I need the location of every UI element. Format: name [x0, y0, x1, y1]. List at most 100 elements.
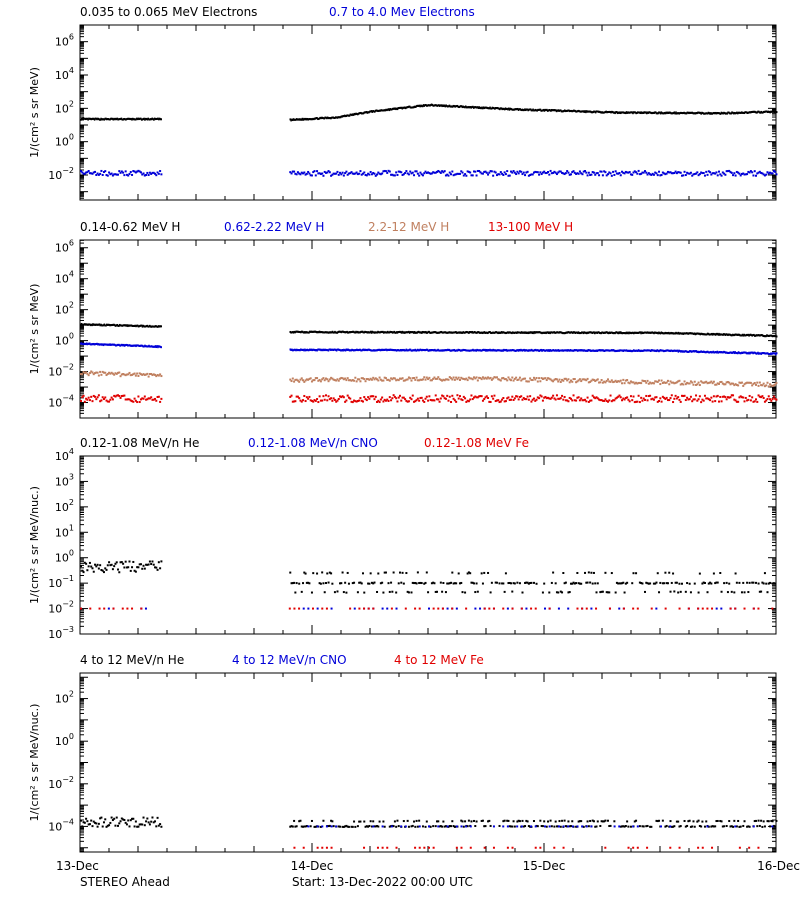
data-point	[665, 608, 667, 610]
data-point	[469, 398, 471, 400]
data-point	[685, 399, 687, 401]
data-point	[413, 821, 415, 823]
data-point	[104, 396, 106, 398]
data-point	[608, 399, 610, 401]
data-point	[331, 583, 333, 585]
data-point	[125, 561, 127, 563]
data-point	[518, 398, 520, 400]
data-point	[580, 583, 582, 585]
data-point	[613, 174, 615, 176]
data-point	[655, 582, 657, 584]
data-point	[573, 394, 575, 396]
data-point	[742, 385, 744, 387]
data-point	[559, 379, 561, 381]
data-point	[143, 565, 145, 567]
data-point	[732, 174, 734, 176]
data-point	[684, 395, 686, 397]
data-point	[298, 381, 300, 383]
data-point	[158, 173, 160, 175]
data-point	[329, 825, 331, 827]
data-point	[450, 582, 452, 584]
data-point	[315, 400, 317, 402]
data-point	[507, 608, 509, 610]
data-point	[338, 380, 340, 382]
data-point	[694, 398, 696, 400]
data-point	[696, 171, 698, 173]
data-point	[629, 171, 631, 173]
data-point	[449, 396, 451, 398]
data-point	[731, 172, 733, 174]
data-point	[396, 174, 398, 176]
data-point	[111, 173, 113, 175]
data-point	[312, 608, 314, 610]
data-point	[395, 397, 397, 399]
data-point	[86, 399, 88, 401]
data-point	[458, 377, 460, 379]
data-point	[370, 820, 372, 822]
data-point	[405, 572, 407, 574]
data-point	[667, 582, 669, 584]
data-point	[715, 171, 717, 173]
data-point	[84, 822, 86, 824]
data-point	[331, 820, 333, 822]
data-point	[763, 582, 765, 584]
data-point	[413, 377, 415, 379]
data-point	[86, 820, 88, 822]
data-point	[511, 591, 513, 593]
legend-entry: 0.7 to 4.0 Mev Electrons	[329, 5, 475, 19]
data-point	[372, 395, 374, 397]
data-point	[491, 170, 493, 172]
data-point	[620, 174, 622, 176]
data-point	[710, 583, 712, 585]
data-point	[657, 174, 659, 176]
data-point	[98, 823, 100, 825]
data-point	[516, 582, 518, 584]
data-point	[702, 608, 704, 610]
data-point	[433, 582, 435, 584]
data-point	[747, 591, 749, 593]
data-point	[487, 397, 489, 399]
data-point	[567, 172, 569, 174]
data-point	[354, 608, 356, 610]
data-point	[123, 566, 125, 568]
data-point	[450, 825, 452, 827]
data-point	[421, 397, 423, 399]
data-point	[721, 175, 723, 177]
data-point	[311, 592, 313, 594]
data-point	[641, 583, 643, 585]
data-point	[99, 564, 101, 566]
data-point	[717, 582, 719, 584]
data-point	[376, 591, 378, 593]
data-point	[709, 399, 711, 401]
data-point	[135, 821, 137, 823]
data-point	[565, 172, 567, 174]
data-point	[154, 820, 156, 822]
data-point	[455, 582, 457, 584]
data-point	[571, 381, 573, 383]
data-point	[419, 608, 421, 610]
data-point	[293, 608, 295, 610]
data-point	[390, 582, 392, 584]
data-point	[402, 572, 404, 574]
data-point	[465, 175, 467, 177]
data-point	[678, 399, 680, 401]
data-point	[768, 395, 770, 397]
data-point	[139, 401, 141, 403]
data-point	[476, 376, 478, 378]
data-point	[514, 582, 516, 584]
y-tick-label: 102	[55, 690, 74, 706]
data-point	[699, 395, 701, 397]
data-point	[672, 573, 674, 575]
data-point	[88, 565, 90, 567]
data-point	[635, 572, 637, 574]
data-point	[407, 820, 409, 822]
data-point	[402, 377, 404, 379]
data-point	[538, 174, 540, 176]
data-point	[607, 173, 609, 175]
data-point	[752, 174, 754, 176]
data-series	[80, 608, 755, 610]
data-point	[331, 400, 333, 402]
data-point	[338, 398, 340, 400]
data-point	[615, 591, 617, 593]
data-point	[298, 397, 300, 399]
